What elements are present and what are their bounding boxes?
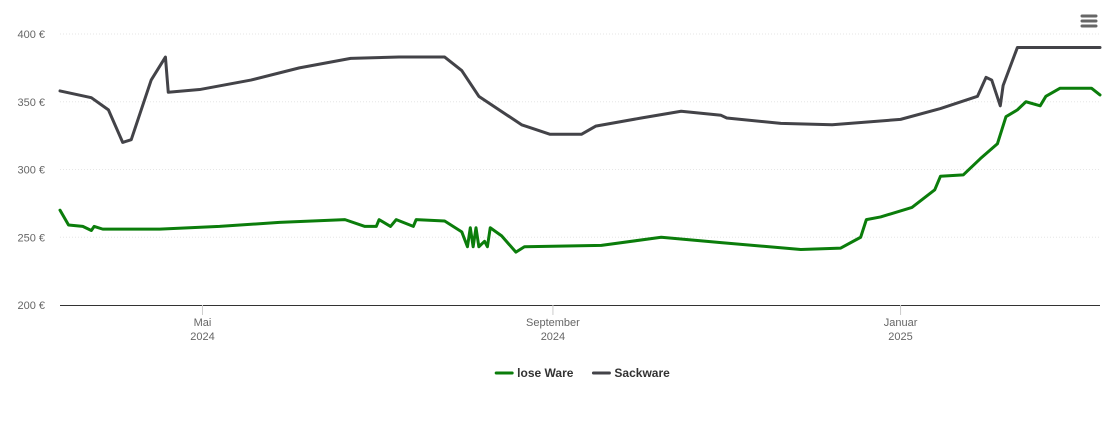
x-tick-sublabel: 2025: [888, 331, 912, 343]
x-tick-sublabel: 2024: [541, 331, 565, 343]
x-tick-label: September: [526, 317, 580, 329]
y-tick-label: 200 €: [17, 300, 45, 312]
legend: lose Ware Sackware: [494, 366, 670, 380]
x-tick-label: Mai: [194, 317, 212, 329]
legend-item[interactable]: Sackware: [591, 366, 670, 380]
series-line: [58, 46, 1102, 144]
series-line: [58, 86, 1102, 254]
legend-label: lose Ware: [517, 366, 574, 380]
y-tick-label: 350 €: [17, 97, 45, 109]
legend-label: Sackware: [614, 366, 670, 380]
y-tick-label: 300 €: [17, 165, 45, 177]
x-tick-sublabel: 2024: [190, 331, 214, 343]
legend-item[interactable]: lose Ware: [494, 366, 574, 380]
menu-icon[interactable]: [1080, 14, 1098, 28]
y-tick-label: 400 €: [17, 29, 45, 41]
y-tick-label: 250 €: [17, 232, 45, 244]
x-tick-label: Januar: [884, 317, 918, 329]
